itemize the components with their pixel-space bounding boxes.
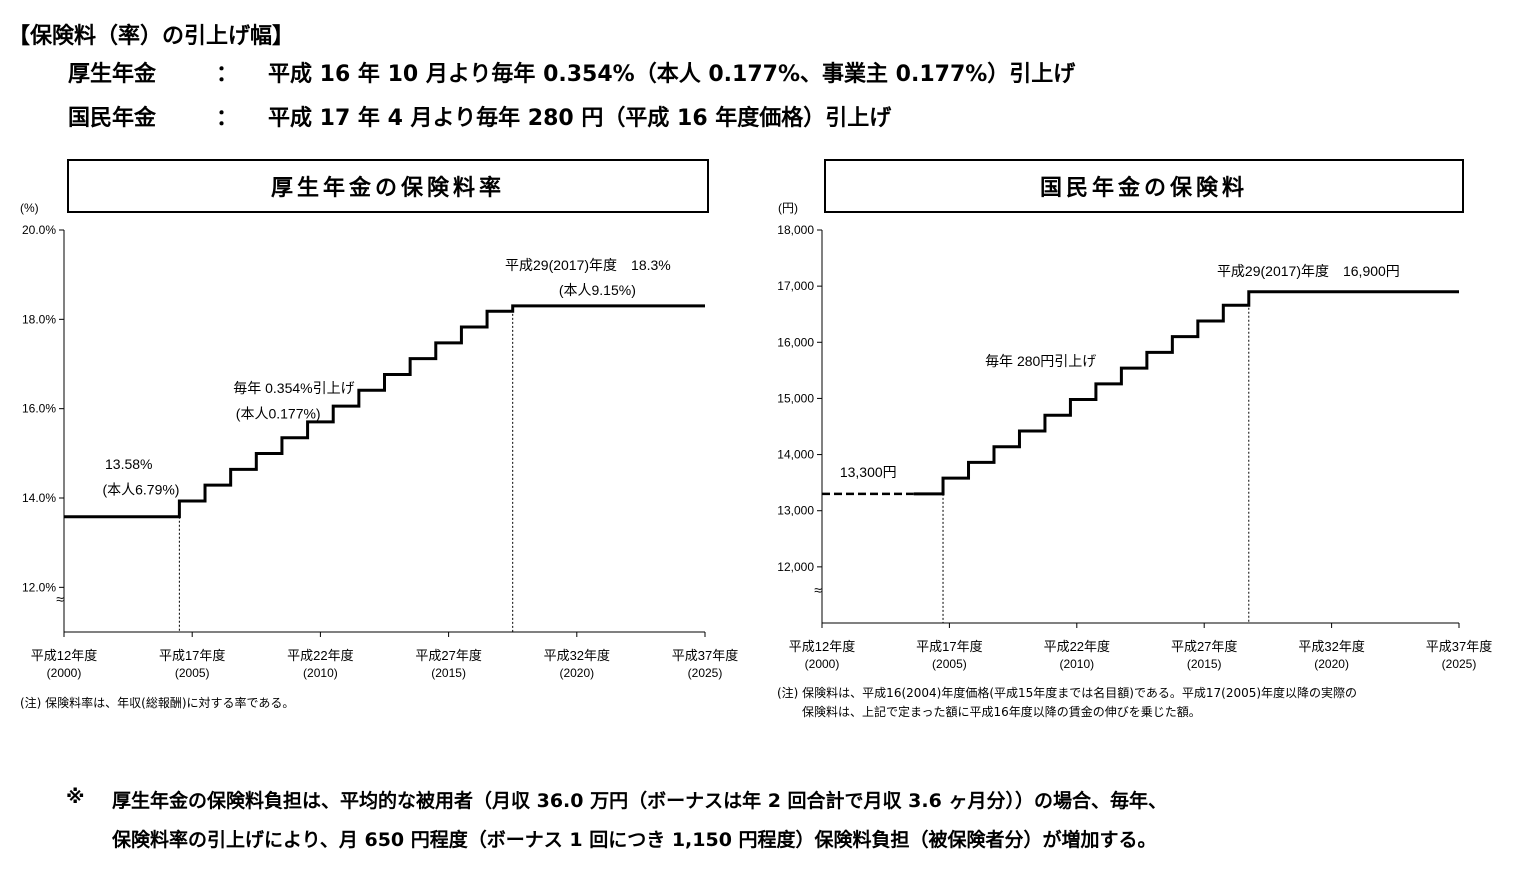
kokumin-label: 国民年金 — [68, 106, 157, 131]
x-tick-year: (2020) — [1314, 657, 1349, 671]
x-tick-year: (2000) — [47, 666, 82, 680]
x-tick-year: (2010) — [1059, 657, 1094, 671]
y-unit-label: (%) — [20, 201, 39, 215]
chart-annotation: 平成29(2017)年度 16,900円 — [1217, 263, 1400, 279]
y-tick-label: 16,000 — [777, 335, 814, 349]
chart-annotation: 毎年 0.354%引上げ — [233, 380, 354, 396]
chart2-note-line1: (注) 保険料は、平成16(2004)年度価格(平成15年度までは名目額)である… — [777, 686, 1358, 700]
footnote-mark: ※ — [66, 786, 85, 808]
chart-annotation: (本人6.79%) — [102, 481, 179, 497]
x-tick-label: 平成22年度 — [1044, 639, 1110, 654]
axis-break-mark: ≈ — [56, 591, 64, 607]
y-tick-label: 16.0% — [22, 402, 56, 416]
y-tick-label: 14,000 — [777, 448, 814, 462]
chart1-title: 厚生年金の保険料率 — [67, 159, 709, 213]
kosei-colon: ： — [216, 62, 239, 87]
kosei-rate-chart: (%) 12.0% 14.0% 16.0% 18.0% 20.0% ≈ 平成12年度 (2000… — [20, 201, 738, 680]
x-tick-label: 平成12年度 — [31, 648, 97, 663]
kokumin-rate-text: 平成 17 年 4 月より毎年 280 円（平成 16 年度価格）引上げ — [268, 106, 892, 131]
chart-annotation: 13.58% — [105, 456, 152, 472]
chart1-note: (注) 保険料率は、年収(総報酬)に対する率である。 — [20, 696, 295, 710]
axis-break-mark: ≈ — [814, 582, 822, 598]
chart-annotation: 平成29(2017)年度 18.3% — [505, 257, 671, 273]
y-tick-label: 14.0% — [22, 491, 56, 505]
x-tick-label: 平成27年度 — [1171, 639, 1237, 654]
x-tick-year: (2000) — [805, 657, 840, 671]
footnote-line1: 厚生年金の保険料負担は、平均的な被用者（月収 36.0 万円（ボーナスは年 2 … — [112, 790, 1167, 812]
y-tick-label: 12,000 — [777, 560, 814, 574]
y-tick-label: 18.0% — [22, 312, 56, 326]
y-tick-label: 15,000 — [777, 391, 814, 405]
kokumin-premium-chart: (円) 12,000 13,000 14,000 15,000 16,000 17,000 1… — [777, 201, 1492, 671]
chart-annotation: (本人9.15%) — [559, 282, 636, 298]
chart-annotation: (本人0.177%) — [236, 405, 321, 421]
x-tick-label: 平成17年度 — [159, 648, 225, 663]
x-tick-year: (2015) — [1187, 657, 1222, 671]
series-step-line — [913, 290, 1459, 496]
x-tick-year: (2025) — [688, 666, 723, 680]
kokumin-colon: ： — [216, 106, 239, 131]
y-tick-label: 20.0% — [22, 223, 56, 237]
x-tick-label: 平成32年度 — [1298, 639, 1364, 654]
y-tick-label: 13,000 — [777, 504, 814, 518]
x-tick-year: (2010) — [303, 666, 338, 680]
y-unit-label: (円) — [778, 201, 798, 215]
chart2-title: 国民年金の保険料 — [824, 159, 1464, 213]
chart2-note-line2: 保険料は、上記で定まった額に平成16年度以降の賃金の伸びを乗じた額。 — [802, 705, 1201, 719]
series-step-line — [64, 304, 705, 519]
kosei-label: 厚生年金 — [68, 62, 157, 87]
x-tick-year: (2005) — [932, 657, 967, 671]
x-tick-label: 平成37年度 — [672, 648, 738, 663]
x-tick-label: 平成27年度 — [415, 648, 481, 663]
x-tick-year: (2005) — [175, 666, 210, 680]
x-tick-label: 平成17年度 — [916, 639, 982, 654]
x-tick-label: 平成37年度 — [1426, 639, 1492, 654]
y-tick-label: 18,000 — [777, 223, 814, 237]
x-tick-year: (2020) — [559, 666, 594, 680]
footnote-line2: 保険料率の引上げにより、月 650 円程度（ボーナス 1 回につき 1,150 … — [112, 829, 1157, 851]
page-title: 【保険料（率）の引上げ幅】 — [8, 24, 295, 49]
x-tick-label: 平成32年度 — [544, 648, 610, 663]
x-tick-year: (2015) — [431, 666, 466, 680]
kosei-rate-text: 平成 16 年 10 月より毎年 0.354%（本人 0.177%、事業主 0.… — [268, 62, 1076, 87]
x-tick-label: 平成12年度 — [789, 639, 855, 654]
y-tick-label: 17,000 — [777, 279, 814, 293]
y-tick-label: 12.0% — [22, 580, 56, 594]
chart-annotation: 13,300円 — [840, 464, 897, 480]
chart-annotation: 毎年 280円引上げ — [985, 353, 1096, 369]
x-tick-label: 平成22年度 — [287, 648, 353, 663]
x-tick-year: (2025) — [1442, 657, 1477, 671]
